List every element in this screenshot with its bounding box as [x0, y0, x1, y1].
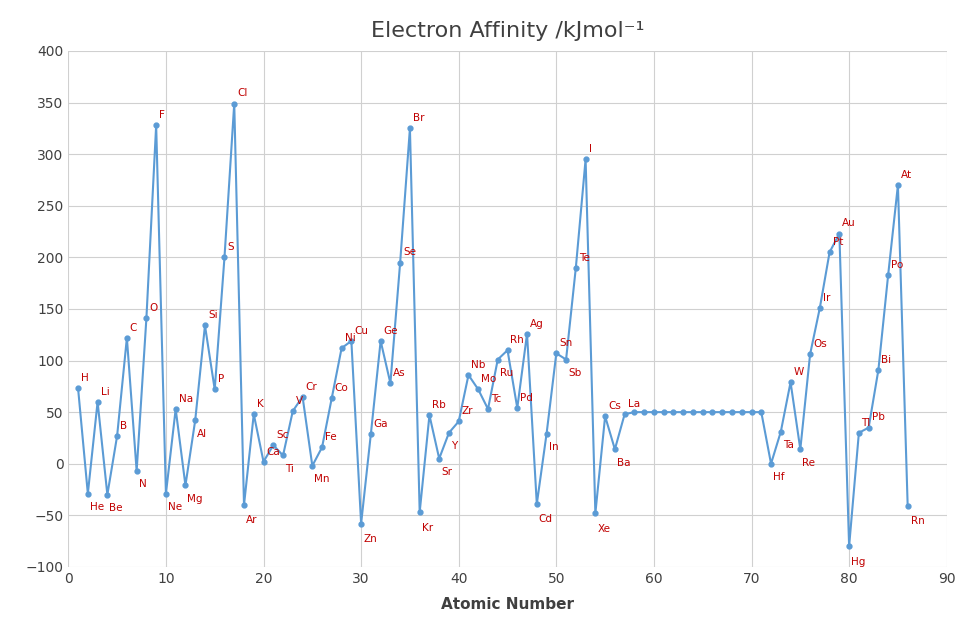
Text: Os: Os: [813, 339, 827, 349]
Text: N: N: [139, 479, 146, 489]
Text: Pd: Pd: [520, 393, 533, 403]
Text: Ru: Ru: [500, 368, 513, 378]
Text: Te: Te: [579, 252, 590, 262]
Text: Sc: Sc: [276, 430, 289, 440]
Text: Ca: Ca: [266, 447, 280, 457]
Text: Mo: Mo: [481, 375, 497, 384]
Text: Au: Au: [842, 218, 856, 229]
Text: Al: Al: [197, 429, 207, 439]
Text: Br: Br: [413, 113, 425, 123]
Text: Ag: Ag: [530, 318, 544, 329]
Text: Sb: Sb: [568, 368, 582, 378]
Text: Ne: Ne: [168, 502, 182, 512]
Text: As: As: [393, 368, 406, 378]
Text: Po: Po: [891, 260, 904, 269]
Text: Hf: Hf: [773, 472, 785, 482]
Text: In: In: [549, 442, 558, 452]
Text: Cl: Cl: [237, 89, 248, 99]
Text: Pb: Pb: [872, 413, 884, 422]
Text: H: H: [81, 373, 89, 383]
Text: Ba: Ba: [617, 457, 630, 468]
X-axis label: Atomic Number: Atomic Number: [441, 597, 574, 612]
Text: Pt: Pt: [833, 237, 843, 247]
Text: Cu: Cu: [354, 326, 368, 336]
Text: F: F: [159, 110, 165, 120]
Text: Co: Co: [335, 383, 348, 392]
Text: Rb: Rb: [432, 400, 446, 410]
Text: Na: Na: [179, 394, 192, 404]
Title: Electron Affinity /kJmol⁻¹: Electron Affinity /kJmol⁻¹: [371, 21, 644, 41]
Text: Cs: Cs: [608, 401, 621, 411]
Text: Ir: Ir: [823, 293, 831, 303]
Text: V: V: [296, 396, 303, 406]
Text: Ge: Ge: [384, 326, 398, 336]
Text: Fe: Fe: [325, 432, 337, 442]
Text: Re: Re: [802, 457, 815, 468]
Text: W: W: [793, 367, 804, 377]
Text: Y: Y: [451, 441, 457, 451]
Text: Ga: Ga: [374, 419, 388, 429]
Text: Hg: Hg: [851, 557, 866, 566]
Text: At: At: [901, 170, 912, 180]
Text: Tl: Tl: [861, 418, 870, 427]
Text: Si: Si: [208, 310, 218, 320]
Text: B: B: [120, 420, 127, 431]
Text: Xe: Xe: [597, 524, 610, 534]
Text: Sr: Sr: [441, 467, 452, 477]
Text: Li: Li: [101, 387, 109, 397]
Text: Rh: Rh: [510, 335, 524, 345]
Text: He: He: [90, 502, 103, 512]
Text: Be: Be: [109, 503, 123, 513]
Text: Ni: Ni: [345, 333, 355, 343]
Text: Cd: Cd: [539, 514, 552, 524]
Text: Tc: Tc: [491, 394, 502, 404]
Text: Ti: Ti: [285, 464, 294, 474]
Text: K: K: [257, 399, 264, 409]
Text: P: P: [218, 375, 224, 384]
Text: Zn: Zn: [363, 534, 377, 544]
Text: Nb: Nb: [471, 360, 486, 370]
Text: C: C: [130, 323, 138, 333]
Text: La: La: [628, 399, 639, 409]
Text: Bi: Bi: [881, 355, 891, 364]
Text: I: I: [589, 144, 591, 154]
Text: S: S: [227, 242, 234, 252]
Text: Ta: Ta: [783, 440, 793, 450]
Text: Kr: Kr: [422, 522, 432, 533]
Text: Ar: Ar: [246, 515, 258, 526]
Text: Mg: Mg: [187, 494, 203, 504]
Text: Zr: Zr: [462, 406, 473, 416]
Text: Rn: Rn: [911, 517, 924, 526]
Text: Se: Se: [403, 247, 416, 257]
Text: Mn: Mn: [314, 474, 330, 484]
Text: O: O: [149, 303, 157, 313]
Text: Cr: Cr: [305, 382, 317, 392]
Text: Sn: Sn: [559, 338, 573, 348]
